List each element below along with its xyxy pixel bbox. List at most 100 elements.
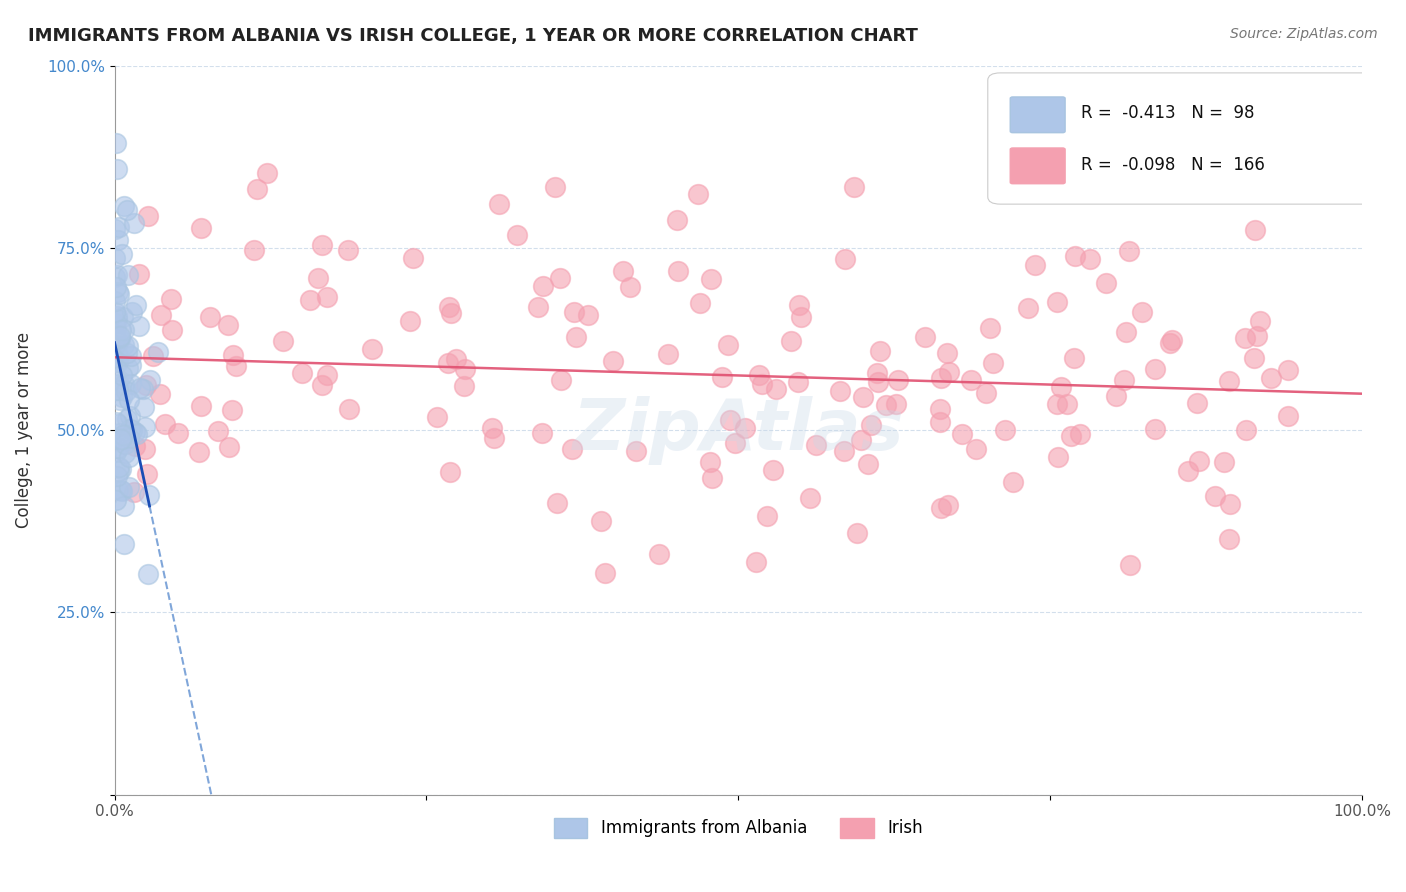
Point bbox=[787, 298, 810, 312]
Point bbox=[830, 384, 852, 398]
Point bbox=[936, 498, 959, 512]
Point bbox=[118, 421, 141, 435]
Point bbox=[105, 344, 128, 359]
Point bbox=[929, 371, 952, 385]
Point bbox=[108, 464, 131, 478]
Point bbox=[804, 438, 827, 452]
Point bbox=[107, 460, 129, 475]
FancyBboxPatch shape bbox=[1011, 97, 1066, 133]
Point bbox=[221, 403, 243, 417]
Point bbox=[337, 243, 360, 257]
Point bbox=[994, 423, 1017, 437]
Point bbox=[104, 316, 127, 330]
Point bbox=[142, 349, 165, 363]
Point bbox=[1218, 532, 1240, 546]
Point bbox=[762, 463, 785, 477]
Point bbox=[118, 409, 141, 424]
Point bbox=[131, 383, 153, 397]
Point bbox=[755, 508, 778, 523]
Point bbox=[225, 359, 247, 374]
Point bbox=[1219, 497, 1241, 511]
Point bbox=[120, 376, 142, 391]
Point bbox=[717, 338, 740, 352]
Point bbox=[1046, 294, 1069, 309]
Point bbox=[160, 323, 183, 337]
Point bbox=[337, 402, 360, 417]
Point bbox=[506, 227, 529, 242]
Point bbox=[689, 296, 711, 310]
Point bbox=[107, 351, 129, 365]
Point bbox=[117, 361, 139, 376]
Point bbox=[115, 202, 138, 217]
Point bbox=[1112, 373, 1135, 387]
Point bbox=[112, 323, 135, 337]
Point bbox=[666, 263, 689, 277]
Point bbox=[107, 483, 129, 498]
Point bbox=[1143, 362, 1166, 376]
Point bbox=[1277, 363, 1299, 377]
Point bbox=[361, 342, 384, 356]
Point bbox=[311, 378, 333, 392]
Point bbox=[1017, 301, 1039, 315]
Point bbox=[104, 136, 127, 151]
Point bbox=[1105, 389, 1128, 403]
Point bbox=[105, 312, 128, 326]
Point bbox=[107, 355, 129, 369]
Point bbox=[114, 445, 136, 459]
Point bbox=[115, 384, 138, 398]
Point bbox=[1159, 335, 1181, 350]
Point bbox=[1249, 314, 1271, 328]
Point bbox=[118, 392, 141, 407]
Point bbox=[402, 251, 425, 265]
Point bbox=[624, 444, 647, 458]
Point bbox=[444, 351, 467, 366]
Point bbox=[931, 501, 953, 516]
Point bbox=[1002, 475, 1025, 489]
Point bbox=[979, 321, 1001, 335]
Point bbox=[110, 323, 132, 337]
Point bbox=[127, 427, 149, 442]
Point bbox=[657, 347, 679, 361]
Point bbox=[111, 428, 134, 442]
Point bbox=[112, 377, 135, 392]
Point bbox=[1244, 223, 1267, 237]
Point bbox=[105, 372, 128, 386]
Point bbox=[104, 444, 127, 458]
Point bbox=[437, 356, 460, 370]
Point bbox=[124, 439, 146, 453]
Point bbox=[734, 421, 756, 435]
Point bbox=[981, 356, 1004, 370]
Point bbox=[593, 566, 616, 580]
Point bbox=[112, 338, 135, 352]
Point bbox=[298, 293, 321, 308]
Point bbox=[688, 186, 710, 201]
Point bbox=[149, 386, 172, 401]
Point bbox=[1218, 375, 1240, 389]
Point bbox=[938, 364, 960, 378]
Point bbox=[602, 354, 624, 368]
Point bbox=[960, 374, 983, 388]
Point bbox=[929, 416, 952, 430]
Point bbox=[222, 348, 245, 362]
Point bbox=[118, 480, 141, 494]
Point bbox=[936, 346, 959, 360]
Point bbox=[745, 555, 768, 569]
Point bbox=[765, 383, 787, 397]
Point bbox=[550, 373, 572, 387]
Point bbox=[104, 415, 127, 429]
Point bbox=[527, 301, 550, 315]
Point bbox=[1177, 464, 1199, 478]
Point bbox=[118, 431, 141, 445]
Point bbox=[1056, 397, 1078, 411]
Point bbox=[167, 425, 190, 440]
Point bbox=[866, 366, 889, 380]
Point bbox=[190, 221, 212, 235]
Point bbox=[105, 384, 128, 398]
Point bbox=[1188, 453, 1211, 467]
Point bbox=[111, 431, 134, 445]
Point bbox=[138, 209, 160, 223]
Point bbox=[121, 305, 143, 319]
Point bbox=[104, 293, 127, 308]
Point bbox=[114, 437, 136, 451]
Point bbox=[531, 278, 554, 293]
